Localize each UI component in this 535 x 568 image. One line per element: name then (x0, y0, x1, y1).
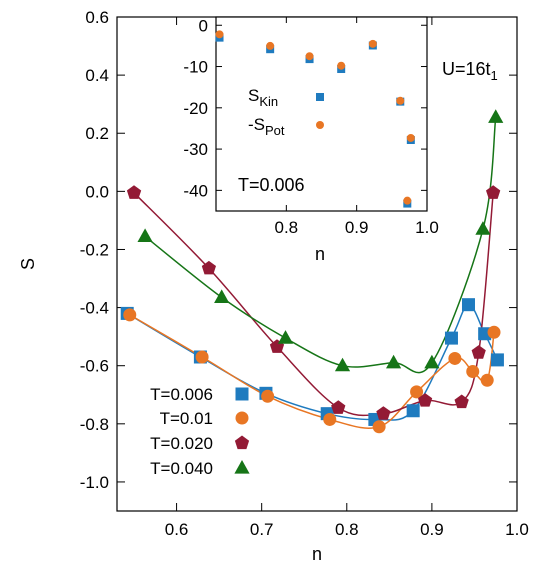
main-y-tick-label: -0.4 (80, 299, 109, 318)
main-y-tick-label: -0.8 (80, 415, 109, 434)
inset-data-point-series-1 (368, 39, 377, 48)
main-y-tick-label: 0.2 (85, 124, 109, 143)
main-legend: T=0.006 T=0.01 T=0.020 T=0.040 (150, 385, 213, 478)
data-point-series-1 (410, 385, 424, 399)
data-point-series-2 (331, 400, 346, 414)
interaction-annotation: U=16t1 (442, 59, 498, 83)
data-point-series-1 (466, 365, 480, 379)
main-y-tick-label: -0.2 (80, 240, 109, 259)
data-point-series-3 (488, 109, 504, 123)
square-marker-icon (316, 93, 324, 101)
data-point-series-1 (261, 389, 275, 403)
inset-legend-skin-sub: Kin (259, 94, 278, 109)
data-point-series-1 (195, 350, 209, 364)
data-point-series-1 (323, 412, 337, 426)
data-point-series-1 (480, 373, 494, 387)
interaction-annotation-text: U=16t (442, 59, 491, 79)
data-point-series-3 (385, 354, 402, 369)
legend-label-t001: T=0.01 (160, 409, 213, 428)
data-point-series-2 (418, 393, 433, 407)
inset-x-tick-label: 0.9 (345, 218, 369, 237)
inset-legend-markers (316, 93, 324, 129)
data-point-series-0 (490, 353, 504, 367)
inset-x-tick-label: 1.0 (415, 218, 439, 237)
inset-legend-label-spot: -SPot (248, 115, 285, 138)
inset-legend-spot-text: -S (248, 115, 265, 134)
main-y-tick-label: 0.6 (85, 8, 109, 27)
legend-label-t0020: T=0.020 (150, 434, 213, 453)
main-y-tick-label: 0.0 (85, 182, 109, 201)
data-point-series-2 (471, 345, 486, 359)
main-y-axis-title: S (18, 258, 38, 270)
main-x-tick-label: 0.9 (420, 520, 444, 539)
main-x-tick-label: 0.7 (250, 520, 274, 539)
main-x-tick-label: 0.8 (335, 520, 359, 539)
main-x-tick-label: 1.0 (505, 520, 529, 539)
inset-ticks: 0.8 0.9 1.0 0 -10 -20 -30 -40 (183, 16, 438, 237)
data-point-series-1 (487, 325, 501, 339)
data-point-series-3 (334, 357, 351, 372)
inset-plot-frame (215, 16, 428, 212)
inset-data-point-series-1 (396, 96, 405, 105)
circle-marker-icon (235, 411, 249, 425)
main-y-tick-label: 0.4 (85, 66, 109, 85)
inset-legend-skin-text: S (248, 86, 259, 105)
data-point-series-0 (406, 404, 420, 418)
inset-data-point-series-1 (337, 61, 346, 70)
series-line-1 (129, 314, 495, 429)
legend-label-t0006: T=0.006 (150, 385, 213, 404)
inset-x-axis-title: n (315, 244, 325, 264)
main-y-tick-label: -0.6 (80, 357, 109, 376)
triangle-marker-icon (234, 460, 250, 474)
inset-data-point-series-1 (406, 133, 415, 142)
data-point-series-3 (214, 289, 230, 304)
series-line-2 (133, 192, 494, 417)
data-point-series-1 (372, 420, 386, 434)
data-point-series-3 (475, 221, 491, 235)
pentagon-marker-icon (234, 435, 250, 450)
inset-legend-spot-sub: Pot (265, 123, 285, 138)
inset-y-tick-label: -10 (183, 58, 208, 77)
square-marker-icon (235, 387, 249, 401)
inset-y-tick-label: -40 (183, 181, 208, 200)
data-point-series-2 (486, 185, 501, 199)
inset-y-tick-label: 0 (199, 16, 208, 35)
inset-legend-label-skin: SKin (248, 86, 278, 109)
inset-y-tick-label: -30 (183, 140, 208, 159)
main-ticks: 0.6 0.7 0.8 0.9 1.0 0.6 0.4 0.2 0.0 -0.2 -0.4 -0.6 -… (80, 8, 529, 539)
data-point-series-1 (448, 351, 462, 365)
data-point-series-2 (376, 406, 391, 420)
main-legend-markers (234, 387, 250, 474)
inset-temperature-label: T=0.006 (238, 175, 305, 195)
data-point-series-3 (137, 228, 153, 242)
circle-marker-icon (316, 121, 324, 129)
data-point-series-2 (454, 394, 469, 409)
inset-y-tick-label: -20 (183, 99, 208, 118)
data-point-series-1 (123, 308, 137, 322)
main-x-tick-label: 0.6 (165, 520, 189, 539)
main-series-points (120, 109, 504, 434)
data-point-series-2 (126, 185, 142, 199)
interaction-annotation-sub: 1 (491, 68, 498, 83)
main-x-axis-title: n (312, 544, 322, 564)
inset-data-point-series-1 (266, 41, 275, 50)
inset-series-points (215, 30, 415, 208)
data-point-series-3 (277, 330, 294, 344)
inset-data-point-series-1 (403, 196, 412, 205)
legend-label-t0040: T=0.040 (150, 459, 213, 478)
data-point-series-3 (424, 354, 440, 369)
inset-data-point-series-1 (215, 30, 224, 39)
inset-x-tick-label: 0.8 (275, 218, 299, 237)
data-point-series-0 (444, 331, 458, 345)
data-point-series-0 (461, 298, 475, 312)
main-y-tick-label: -1.0 (80, 473, 109, 492)
data-point-series-2 (201, 260, 216, 275)
inset-data-point-series-1 (305, 52, 314, 61)
